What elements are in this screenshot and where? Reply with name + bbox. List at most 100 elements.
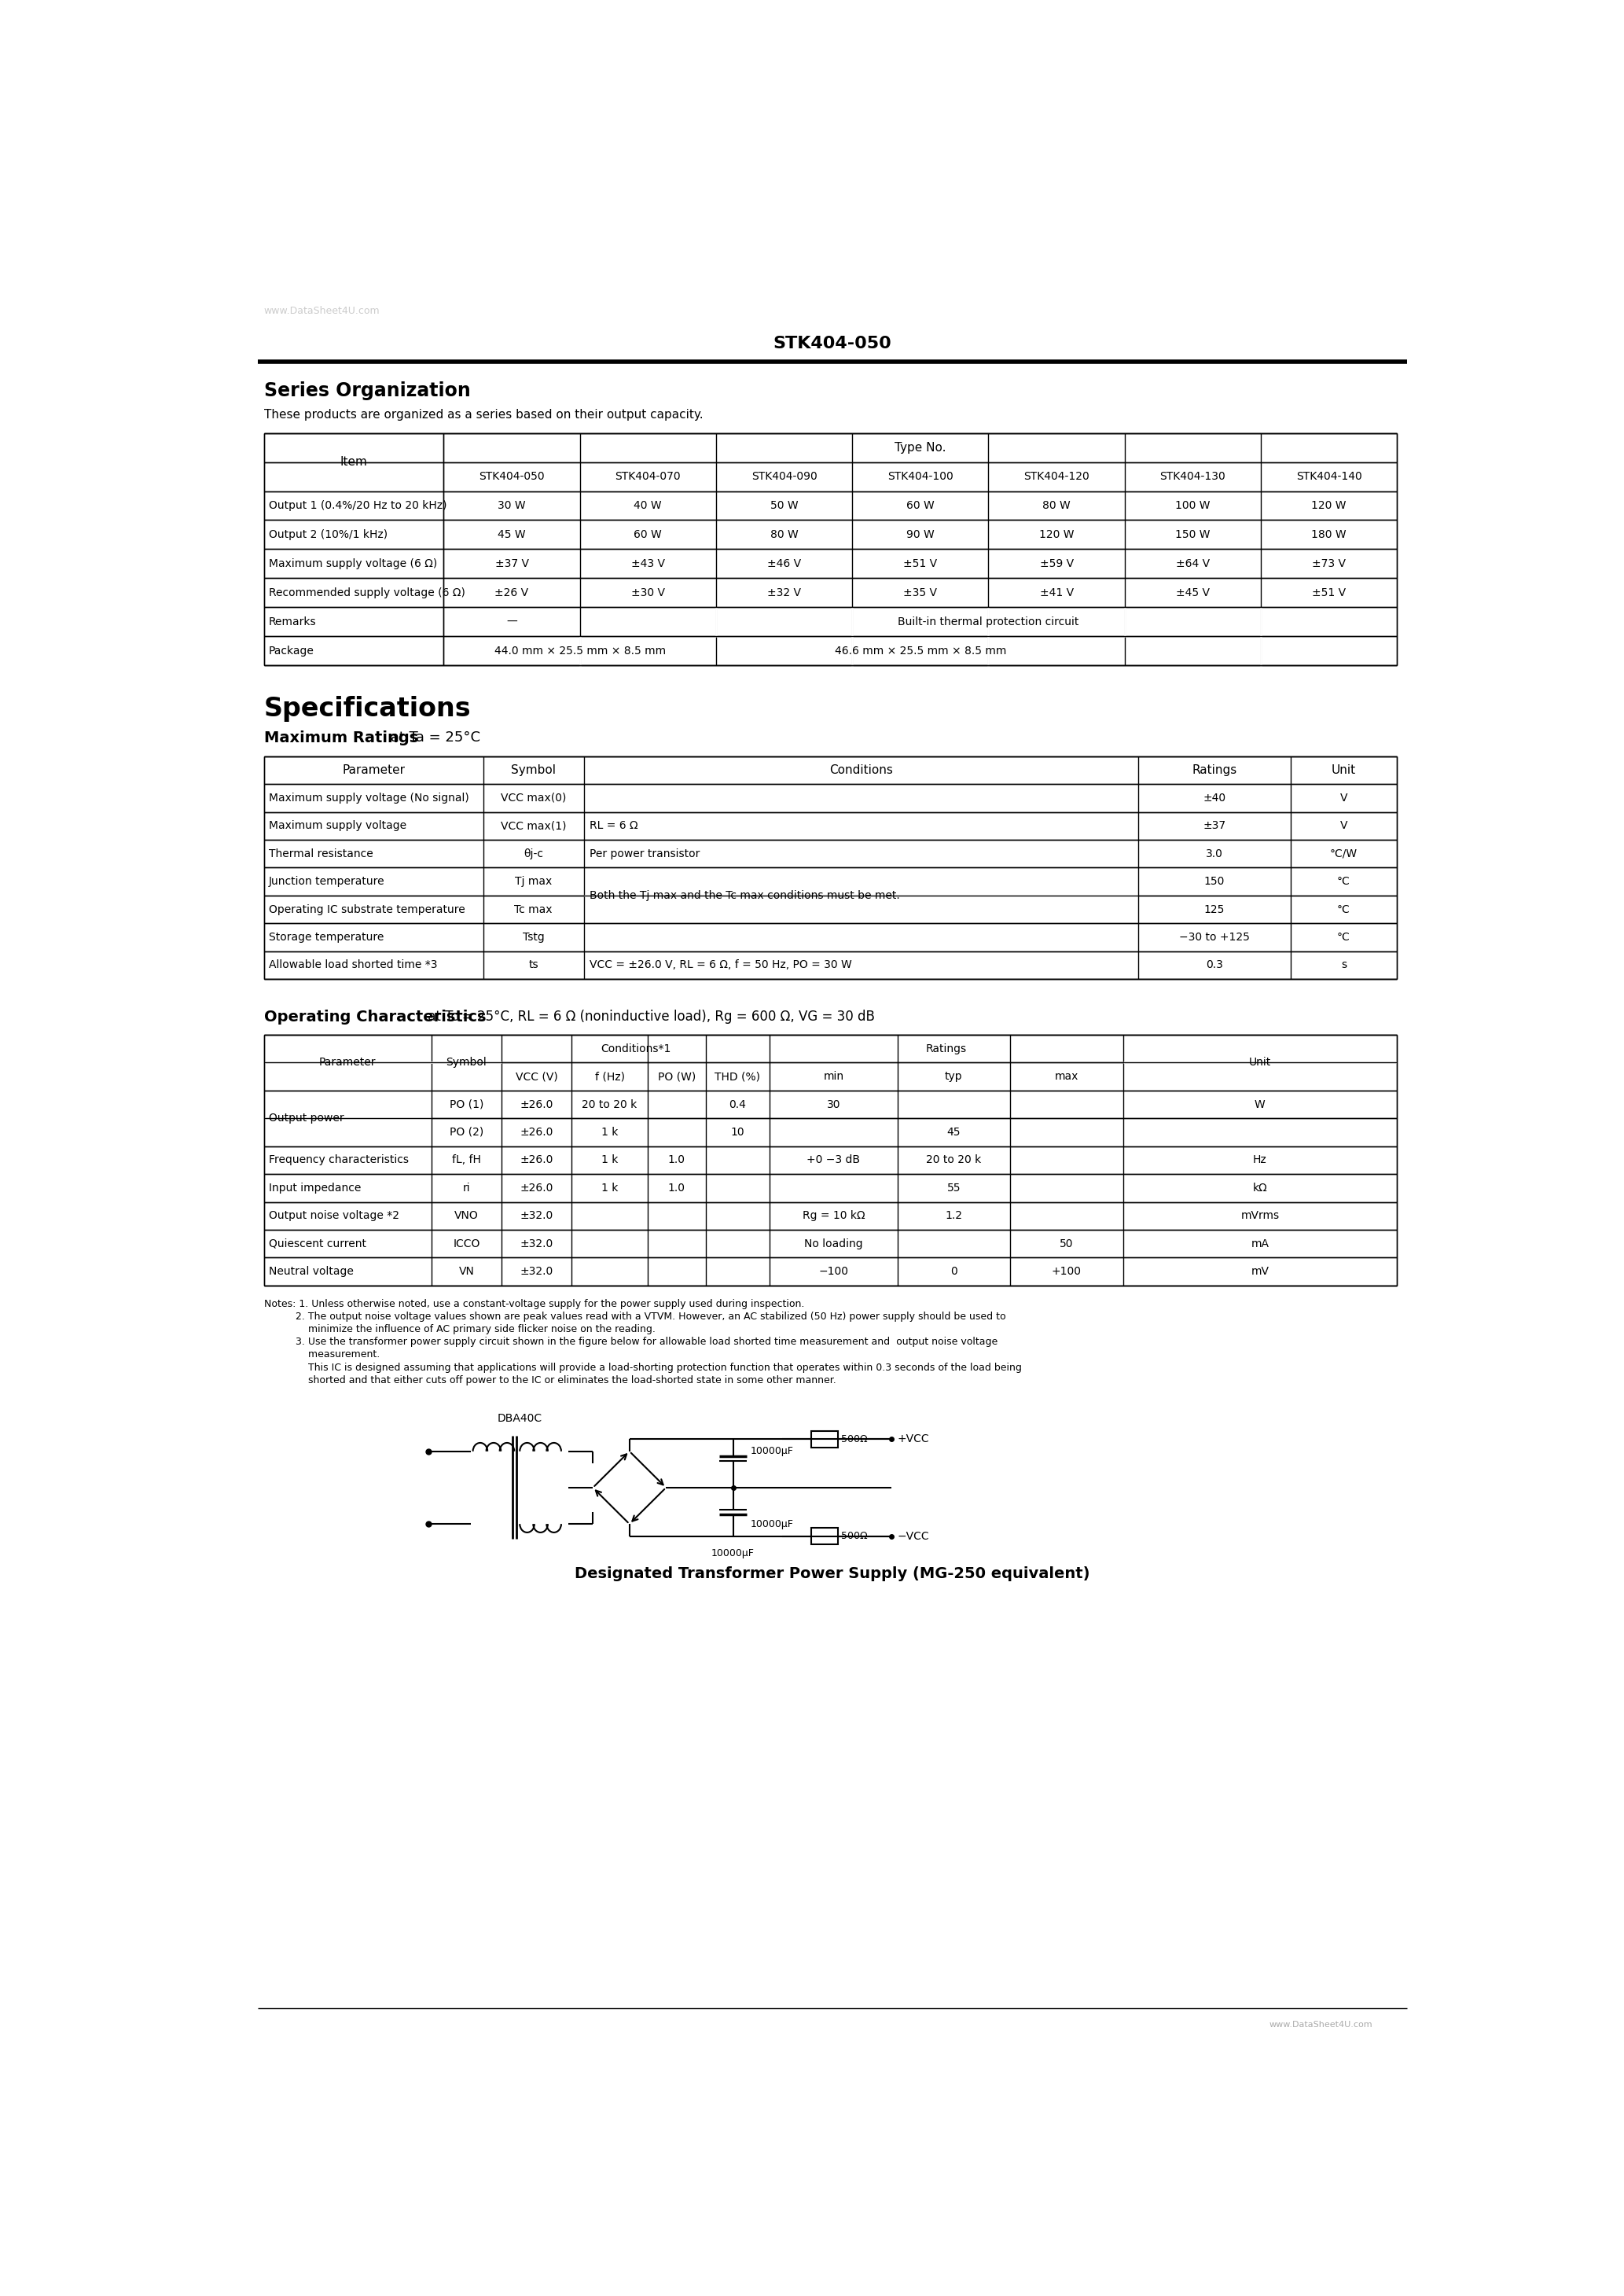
Text: ±37: ±37 <box>1203 820 1226 831</box>
Text: minimize the influence of AC primary side flicker noise on the reading.: minimize the influence of AC primary sid… <box>265 1325 654 1334</box>
Bar <box>810 1430 838 1449</box>
Text: 30 W: 30 W <box>497 501 526 512</box>
Text: 45: 45 <box>947 1127 961 1139</box>
Text: mV: mV <box>1250 1265 1268 1277</box>
Text: Frequency characteristics: Frequency characteristics <box>270 1155 409 1166</box>
Text: +VCC: +VCC <box>898 1433 929 1444</box>
Text: VCC max(1): VCC max(1) <box>500 820 567 831</box>
Text: Parameter: Parameter <box>320 1056 377 1068</box>
Text: V: V <box>1340 792 1348 804</box>
Text: Remarks: Remarks <box>270 615 317 627</box>
Text: Operating IC substrate temperature: Operating IC substrate temperature <box>270 905 464 914</box>
Text: 3. Use the transformer power supply circuit shown in the figure below for allowa: 3. Use the transformer power supply circ… <box>265 1336 997 1348</box>
Text: Maximum supply voltage (6 Ω): Maximum supply voltage (6 Ω) <box>270 558 437 569</box>
Text: −100: −100 <box>818 1265 848 1277</box>
Text: —: — <box>507 615 516 627</box>
Text: Maximum Ratings: Maximum Ratings <box>265 730 419 746</box>
Text: °C: °C <box>1337 932 1350 944</box>
Text: 10000μF: 10000μF <box>750 1446 793 1456</box>
Text: Maximum supply voltage: Maximum supply voltage <box>270 820 406 831</box>
Text: f (Hz): f (Hz) <box>594 1070 625 1081</box>
Text: 80 W: 80 W <box>770 528 797 540</box>
Text: 0.3: 0.3 <box>1205 960 1223 971</box>
Text: 10: 10 <box>731 1127 744 1139</box>
Text: ±32.0: ±32.0 <box>520 1210 554 1221</box>
Text: ±40: ±40 <box>1203 792 1226 804</box>
Text: +0 −3 dB: +0 −3 dB <box>807 1155 861 1166</box>
Text: RL = 6 Ω: RL = 6 Ω <box>590 820 638 831</box>
Text: Symbol: Symbol <box>512 765 555 776</box>
Text: 60 W: 60 W <box>633 528 663 540</box>
Text: VNO: VNO <box>455 1210 479 1221</box>
Text: Recommended supply voltage (6 Ω): Recommended supply voltage (6 Ω) <box>270 588 464 599</box>
Text: 0.4: 0.4 <box>729 1100 745 1109</box>
Text: θj-c: θj-c <box>523 847 544 859</box>
Text: 500Ω: 500Ω <box>841 1531 867 1541</box>
Text: Series Organization: Series Organization <box>265 381 471 400</box>
Text: Neutral voltage: Neutral voltage <box>270 1265 354 1277</box>
Text: VCC = ±26.0 V, RL = 6 Ω, f = 50 Hz, PO = 30 W: VCC = ±26.0 V, RL = 6 Ω, f = 50 Hz, PO =… <box>590 960 853 971</box>
Text: ±26.0: ±26.0 <box>520 1155 554 1166</box>
Text: STK404-050: STK404-050 <box>773 335 892 351</box>
Text: ±45 V: ±45 V <box>1176 588 1210 599</box>
Text: No loading: No loading <box>804 1238 862 1249</box>
Text: Tc max: Tc max <box>515 905 552 914</box>
Text: ts: ts <box>528 960 539 971</box>
Text: 125: 125 <box>1203 905 1224 914</box>
Text: 30: 30 <box>827 1100 840 1109</box>
Text: 1.0: 1.0 <box>667 1155 685 1166</box>
Text: s: s <box>1341 960 1346 971</box>
Text: +100: +100 <box>1052 1265 1082 1277</box>
Text: ±43 V: ±43 V <box>632 558 664 569</box>
Text: Hz: Hz <box>1254 1155 1267 1166</box>
Text: Symbol: Symbol <box>447 1056 487 1068</box>
Text: ±51 V: ±51 V <box>1312 588 1346 599</box>
Text: ±37 V: ±37 V <box>495 558 529 569</box>
Text: Unit: Unit <box>1332 765 1356 776</box>
Text: PO (W): PO (W) <box>658 1070 695 1081</box>
Text: °C/W: °C/W <box>1330 847 1358 859</box>
Text: ±32.0: ±32.0 <box>520 1265 554 1277</box>
Text: 120 W: 120 W <box>1039 528 1073 540</box>
Text: 55: 55 <box>947 1182 961 1194</box>
Text: ±26.0: ±26.0 <box>520 1100 554 1109</box>
Text: −30 to +125: −30 to +125 <box>1179 932 1249 944</box>
Text: VCC (V): VCC (V) <box>515 1070 557 1081</box>
Text: www.DataSheet4U.com: www.DataSheet4U.com <box>265 305 380 317</box>
Text: ±26 V: ±26 V <box>495 588 529 599</box>
Text: min: min <box>823 1070 844 1081</box>
Text: Input impedance: Input impedance <box>270 1182 361 1194</box>
Text: Specifications: Specifications <box>265 696 471 721</box>
Text: Output noise voltage *2: Output noise voltage *2 <box>270 1210 400 1221</box>
Text: Output 2 (10%/1 kHz): Output 2 (10%/1 kHz) <box>270 528 388 540</box>
Text: STK404-130: STK404-130 <box>1160 471 1226 482</box>
Text: ±26.0: ±26.0 <box>520 1127 554 1139</box>
Text: ±32.0: ±32.0 <box>520 1238 554 1249</box>
Text: 2. The output noise voltage values shown are peak values read with a VTVM. Howev: 2. The output noise voltage values shown… <box>265 1311 1005 1322</box>
Text: mA: mA <box>1250 1238 1268 1249</box>
Text: STK404-090: STK404-090 <box>752 471 817 482</box>
Text: 44.0 mm × 25.5 mm × 8.5 mm: 44.0 mm × 25.5 mm × 8.5 mm <box>494 645 666 657</box>
Text: kΩ: kΩ <box>1252 1182 1267 1194</box>
Text: Conditions: Conditions <box>830 765 893 776</box>
Text: 1 k: 1 k <box>601 1182 619 1194</box>
Text: ±73 V: ±73 V <box>1312 558 1346 569</box>
Text: 10000μF: 10000μF <box>711 1548 755 1559</box>
Text: Ratings: Ratings <box>926 1042 966 1054</box>
Bar <box>810 1527 838 1545</box>
Text: THD (%): THD (%) <box>715 1070 760 1081</box>
Text: W: W <box>1255 1100 1265 1109</box>
Text: These products are organized as a series based on their output capacity.: These products are organized as a series… <box>265 409 703 420</box>
Text: This IC is designed assuming that applications will provide a load-shorting prot: This IC is designed assuming that applic… <box>265 1362 1021 1373</box>
Text: Allowable load shorted time *3: Allowable load shorted time *3 <box>270 960 437 971</box>
Text: Thermal resistance: Thermal resistance <box>270 847 374 859</box>
Text: measurement.: measurement. <box>265 1350 380 1359</box>
Text: Junction temperature: Junction temperature <box>270 877 385 886</box>
Text: ±32 V: ±32 V <box>767 588 801 599</box>
Text: ±51 V: ±51 V <box>903 558 937 569</box>
Text: °C: °C <box>1337 877 1350 886</box>
Text: 0: 0 <box>950 1265 957 1277</box>
Text: 10000μF: 10000μF <box>750 1520 793 1529</box>
Text: ±59 V: ±59 V <box>1039 558 1073 569</box>
Text: ICCO: ICCO <box>453 1238 481 1249</box>
